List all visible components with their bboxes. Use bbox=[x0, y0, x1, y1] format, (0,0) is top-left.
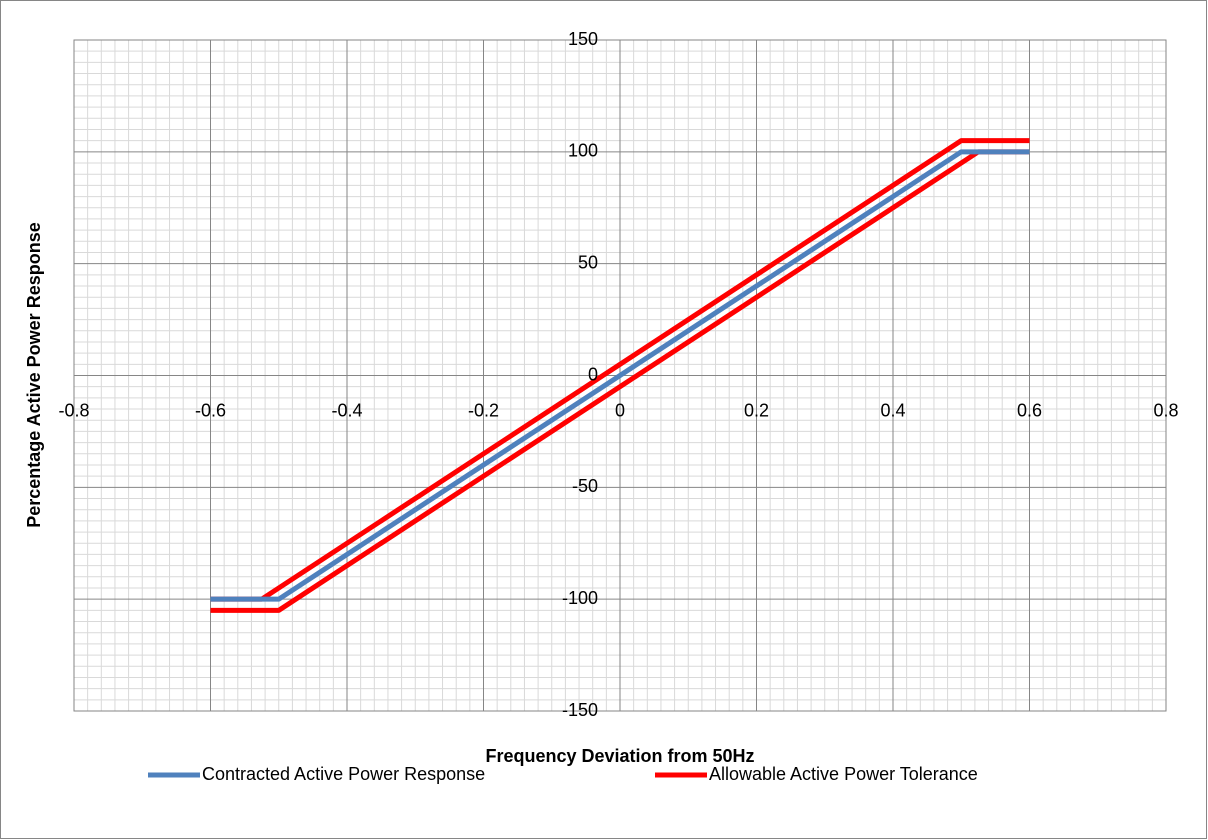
legend-label: Contracted Active Power Response bbox=[202, 764, 485, 784]
y-tick-label: -150 bbox=[562, 700, 598, 720]
x-tick-label: 0.4 bbox=[880, 400, 905, 420]
grid bbox=[73, 39, 1167, 712]
x-tick-label: -0.8 bbox=[58, 400, 89, 420]
y-tick-label: -100 bbox=[562, 588, 598, 608]
y-tick-label: 50 bbox=[578, 252, 598, 272]
x-tick-label: 0.8 bbox=[1153, 400, 1178, 420]
x-tick-label: -0.2 bbox=[468, 400, 499, 420]
y-tick-label: 0 bbox=[588, 364, 598, 384]
x-tick-label: 0 bbox=[615, 400, 625, 420]
legend-label: Allowable Active Power Tolerance bbox=[709, 764, 978, 784]
series-line bbox=[210, 149, 1030, 602]
x-tick-label: 0.2 bbox=[744, 400, 769, 420]
x-tick-label: -0.4 bbox=[331, 400, 362, 420]
y-tick-label: -50 bbox=[572, 476, 598, 496]
lines bbox=[210, 138, 1030, 613]
labels: -0.8 -0.6 -0.4 -0.2 0 0.2 0.4 0.6 0.8 -150 -100 -50… bbox=[58, 29, 1178, 720]
x-tick-label: 0.6 bbox=[1017, 400, 1042, 420]
y-tick-label: 150 bbox=[568, 29, 598, 49]
x-tick-label: -0.6 bbox=[195, 400, 226, 420]
x-axis-title: Frequency Deviation from 50Hz bbox=[485, 746, 754, 766]
y-tick-label: 100 bbox=[568, 141, 598, 161]
y-axis-title: Percentage Active Power Response bbox=[24, 222, 44, 527]
